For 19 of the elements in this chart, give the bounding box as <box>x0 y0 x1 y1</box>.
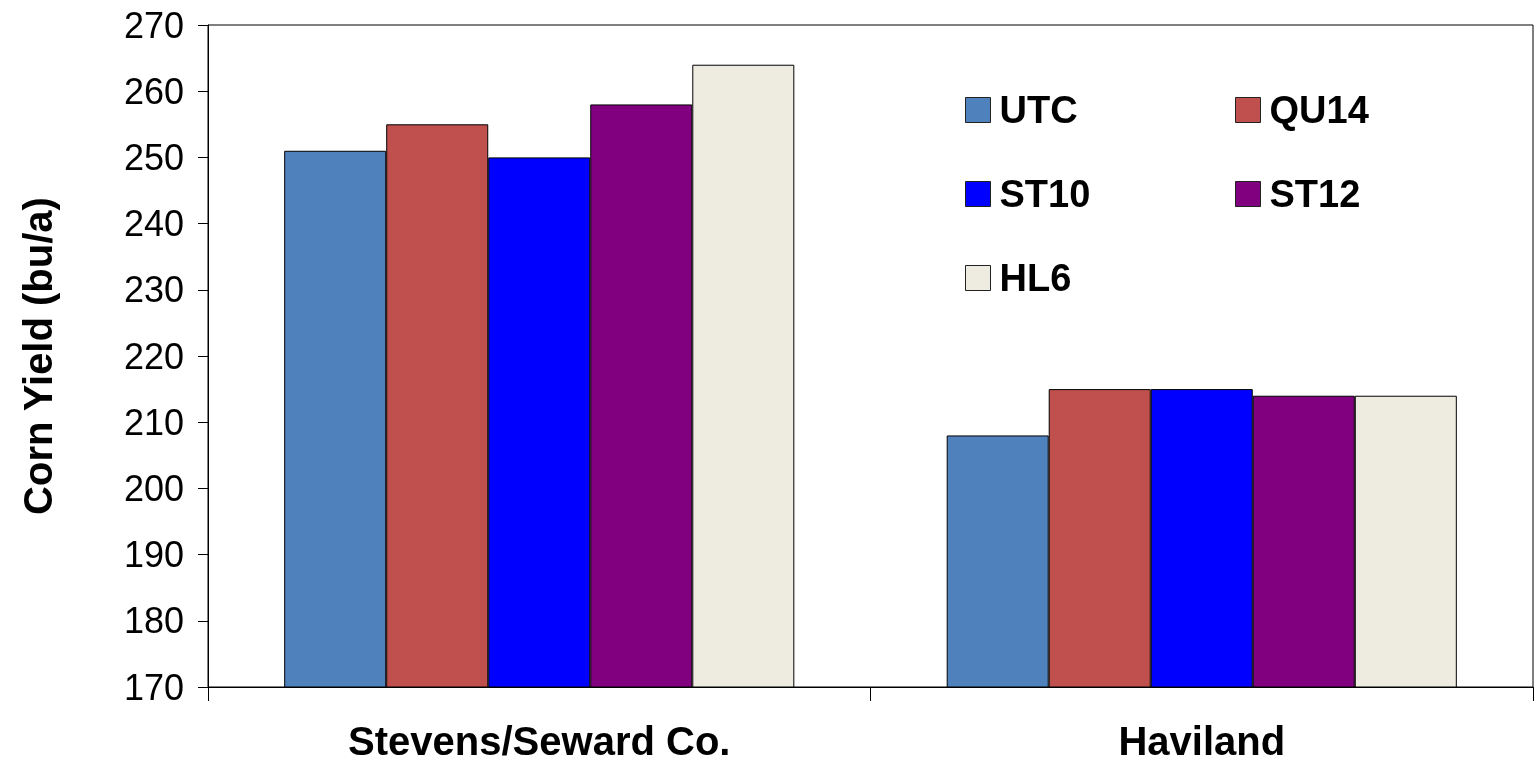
y-tick-label: 210 <box>123 401 184 443</box>
y-axis-title: Corn Yield (bu/a) <box>16 197 60 515</box>
y-tick-label: 200 <box>123 467 184 509</box>
legend-label: HL6 <box>999 257 1072 299</box>
y-tick-label: 260 <box>123 70 184 112</box>
y-tick-label: 250 <box>123 136 184 178</box>
y-tick-label: 270 <box>123 4 184 46</box>
y-tick-label: 180 <box>123 600 184 642</box>
legend-label: ST10 <box>999 173 1091 215</box>
y-tick-label: 190 <box>123 534 184 576</box>
legend-label: QU14 <box>1269 89 1369 131</box>
y-tick-label: 240 <box>123 203 184 245</box>
legend-label: ST12 <box>1269 173 1361 215</box>
x-tick-label: Stevens/Seward Co. <box>348 719 731 763</box>
y-tick-label: 230 <box>123 269 184 311</box>
x-tick-label: Haviland <box>1118 719 1286 763</box>
legend-label: UTC <box>999 89 1078 131</box>
y-tick-label: 220 <box>123 335 184 377</box>
y-tick-label: 170 <box>123 666 184 708</box>
